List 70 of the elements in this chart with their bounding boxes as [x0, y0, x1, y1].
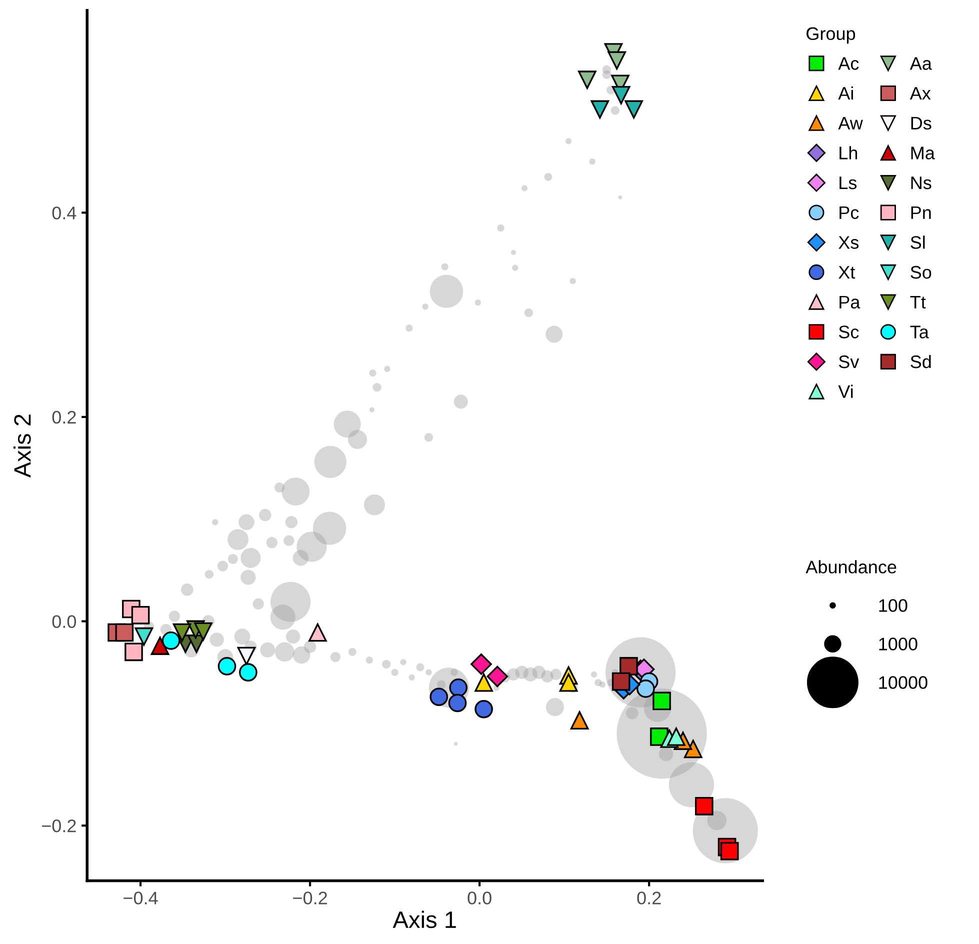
legend-label: Ma — [911, 146, 935, 160]
legend-title: Group — [806, 27, 856, 44]
legend-label: Xt — [838, 266, 856, 279]
legend-label: Ns — [911, 176, 932, 190]
point — [474, 700, 493, 718]
x-tick-label: −0.2 — [293, 892, 327, 904]
point — [590, 100, 610, 119]
legend-label: 1000 — [879, 638, 918, 650]
legend-label: Xs — [838, 236, 859, 249]
point — [237, 646, 256, 666]
x-tick-label: 0.0 — [468, 892, 492, 904]
legend-label: Sd — [910, 354, 931, 368]
text: Abundance — [806, 560, 896, 574]
point — [612, 672, 630, 691]
point — [308, 623, 327, 642]
y-tick-label: 0.4 — [52, 206, 76, 220]
legend-label: Vi — [838, 384, 853, 398]
legend-label: Pn — [911, 206, 931, 219]
legend-label: Sv — [838, 355, 860, 368]
legend-label: Sl — [910, 236, 925, 249]
x-tick-label: −0.4 — [124, 892, 158, 904]
point — [134, 627, 154, 646]
point — [667, 728, 686, 746]
point — [124, 642, 143, 662]
point — [684, 740, 702, 758]
legend-label: Aa — [910, 57, 932, 70]
point — [194, 622, 212, 641]
point — [612, 86, 630, 104]
point — [172, 623, 192, 642]
point — [430, 688, 448, 706]
legend-label: Ac — [838, 57, 859, 70]
y-tick-label: 0.2 — [52, 410, 76, 424]
point — [239, 663, 258, 682]
legend-label: So — [910, 266, 932, 279]
point — [150, 636, 170, 655]
legend-label: Ls — [840, 176, 857, 190]
point — [578, 70, 596, 90]
legend-label: Lh — [840, 146, 858, 160]
point — [470, 654, 492, 675]
point — [608, 51, 626, 70]
point — [218, 657, 236, 676]
point — [720, 842, 739, 860]
legend-label: Ax — [910, 87, 931, 100]
legend-label: Sc — [838, 326, 859, 338]
legend-label: Pc — [840, 206, 859, 220]
point — [115, 623, 134, 642]
x-axis-title: Axis 1 — [392, 910, 456, 928]
point — [131, 606, 150, 624]
point — [624, 100, 643, 119]
legend-label: Ds — [911, 116, 932, 130]
point — [652, 692, 671, 710]
legend-label: 10000 — [879, 676, 928, 689]
point — [474, 673, 493, 692]
point — [448, 694, 467, 712]
legend-label: Aw — [838, 116, 863, 130]
legend-label: Pa — [840, 296, 860, 309]
legend-label: Ai — [838, 86, 853, 100]
point — [559, 673, 578, 692]
point — [570, 711, 589, 730]
point — [162, 632, 180, 650]
x-tick-label: 0.2 — [637, 892, 661, 904]
point — [636, 680, 655, 698]
legend-label: Tt — [910, 296, 926, 309]
legend-label: 100 — [879, 599, 908, 612]
y-tick-label: 0.0 — [52, 615, 76, 628]
point — [694, 797, 714, 816]
point — [486, 666, 508, 688]
y-tick-label: −0.2 — [42, 820, 76, 832]
y-axis-title: Axis 2 — [14, 414, 31, 478]
legend-label: Ta — [910, 326, 929, 338]
